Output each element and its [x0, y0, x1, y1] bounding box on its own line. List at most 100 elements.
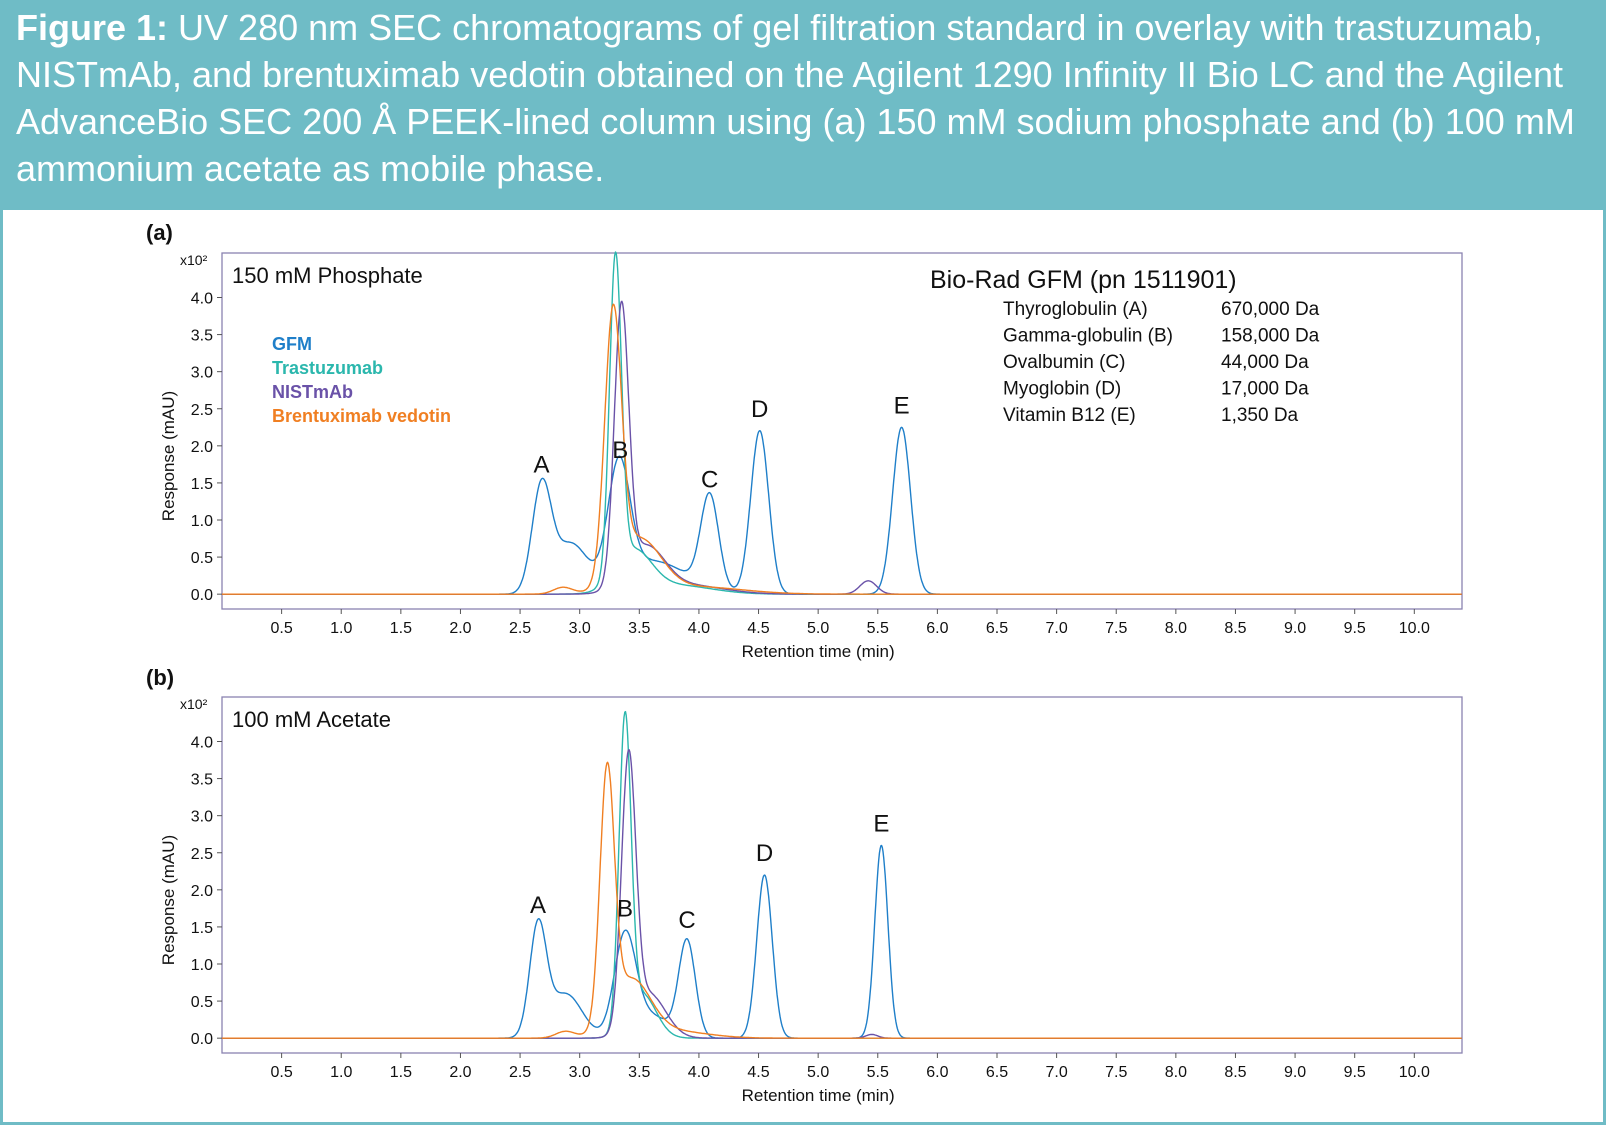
peak-label-b: B: [612, 437, 628, 464]
standards-table: Bio-Rad GFM (pn 1511901) Thyroglobulin (A…: [930, 266, 1320, 426]
x-axis-label: Retention time (min): [742, 642, 895, 661]
standard-mass: 158,000 Da: [1221, 326, 1320, 347]
x-tick-label: 1.5: [390, 1064, 412, 1081]
legend-item-gfm: GFM: [272, 334, 312, 354]
chart-panel-a: (a) x10² 0.0 0.5 1.0 1.5 2.0 2.5 3.0 3.5 4.0 0.5 1.0…: [146, 220, 1463, 661]
series-line-trastuzumab: [222, 710, 1462, 1039]
standard-mass: 17,000 Da: [1221, 379, 1309, 400]
x-tick-label: 7.0: [1045, 1064, 1067, 1081]
y-multiplier: x10²: [180, 696, 208, 712]
x-tick-label: 3.0: [569, 1064, 591, 1081]
chart-panel-b: (b) x10² 0.0 0.5 1.0 1.5 2.0 2.5 3.0 3.5 4.0 0.5 1.0…: [146, 665, 1463, 1105]
y-axis-label: Response (mAU): [159, 835, 178, 965]
x-tick-label: 7.0: [1045, 620, 1067, 637]
y-tick-label: 2.5: [191, 402, 213, 419]
x-tick-label: 4.5: [747, 620, 769, 637]
peak-label-e: E: [873, 810, 889, 837]
x-tick-label: 4.0: [688, 1064, 710, 1081]
y-tick-label: 4.0: [191, 735, 213, 752]
y-tick-label: 2.0: [191, 439, 213, 456]
x-tick-label: 8.0: [1165, 620, 1187, 637]
panel-label: (a): [146, 220, 173, 245]
x-tick-label: 2.0: [449, 1064, 471, 1081]
panel-label: (b): [146, 665, 174, 690]
x-axis-label: Retention time (min): [742, 1086, 895, 1105]
y-tick-label: 4.0: [191, 291, 213, 308]
y-tick-label: 2.5: [191, 846, 213, 863]
y-tick-label: 3.0: [191, 365, 213, 382]
y-tick-label: 3.5: [191, 328, 213, 345]
y-tick-label: 1.0: [191, 957, 213, 974]
y-tick-label: 1.0: [191, 513, 213, 530]
x-tick-label: 8.5: [1224, 1064, 1246, 1081]
x-tick-label: 1.5: [390, 620, 412, 637]
standard-name: Gamma-globulin (B): [1003, 326, 1173, 347]
figure-caption: Figure 1: UV 280 nm SEC chromatograms of…: [16, 4, 1586, 192]
x-tick-label: 6.0: [926, 1064, 948, 1081]
x-tick-label: 2.5: [509, 1064, 531, 1081]
plot-area: [221, 696, 1463, 1054]
x-tick-label: 6.0: [926, 620, 948, 637]
series-line-brentuximab-vedotin: [222, 303, 1462, 595]
y-tick-label: 0.0: [191, 587, 213, 604]
legend-item-brentuximab-vedotin: Brentuximab vedotin: [272, 406, 451, 426]
x-tick-label: 5.5: [867, 1064, 889, 1081]
series-line-brentuximab-vedotin: [222, 761, 1462, 1039]
x-tick-label: 5.0: [807, 620, 829, 637]
x-tick-label: 1.0: [330, 1064, 352, 1081]
x-tick-label: 7.5: [1105, 1064, 1127, 1081]
peak-label-a: A: [534, 452, 550, 479]
x-tick-label: 4.5: [747, 1064, 769, 1081]
x-tick-label: 4.0: [688, 620, 710, 637]
condition-label: 150 mM Phosphate: [232, 263, 423, 288]
x-tick-label: 9.0: [1284, 620, 1306, 637]
x-tick-label: 10.0: [1399, 1064, 1430, 1081]
y-tick-label: 1.5: [191, 920, 213, 937]
y-multiplier: x10²: [180, 252, 208, 268]
peak-label-c: C: [701, 466, 718, 493]
x-tick-label: 8.5: [1224, 620, 1246, 637]
peak-label-d: D: [751, 396, 768, 423]
series-line-gfm: [222, 844, 1462, 1039]
standards-title: Bio-Rad GFM (pn 1511901): [930, 266, 1237, 294]
peak-label-e: E: [894, 392, 910, 419]
x-tick-label: 3.0: [569, 620, 591, 637]
x-tick-label: 6.5: [986, 1064, 1008, 1081]
legend-item-nistmab: NISTmAb: [272, 382, 353, 402]
standard-name: Ovalbumin (C): [1003, 352, 1125, 373]
y-tick-label: 0.0: [191, 1031, 213, 1048]
x-tick-label: 1.0: [330, 620, 352, 637]
standard-mass: 670,000 Da: [1221, 299, 1320, 320]
x-tick-label: 2.0: [449, 620, 471, 637]
x-tick-label: 3.5: [628, 1064, 650, 1081]
x-tick-label: 8.0: [1165, 1064, 1187, 1081]
x-tick-label: 10.0: [1399, 620, 1430, 637]
x-tick-label: 7.5: [1105, 620, 1127, 637]
y-tick-label: 2.0: [191, 883, 213, 900]
x-tick-label: 3.5: [628, 620, 650, 637]
standard-name: Vitamin B12 (E): [1003, 405, 1136, 426]
caption-header: Figure 1: UV 280 nm SEC chromatograms of…: [0, 0, 1606, 210]
y-tick-label: 3.5: [191, 772, 213, 789]
standard-name: Myoglobin (D): [1003, 379, 1121, 400]
x-tick-label: 6.5: [986, 620, 1008, 637]
standard-name: Thyroglobulin (A): [1003, 299, 1148, 320]
x-tick-label: 0.5: [270, 1064, 292, 1081]
peak-label-b: B: [617, 896, 633, 923]
y-axis-label: Response (mAU): [159, 391, 178, 521]
x-tick-label: 0.5: [270, 620, 292, 637]
x-tick-label: 9.5: [1344, 1064, 1366, 1081]
standard-mass: 44,000 Da: [1221, 352, 1309, 373]
series-line-gfm: [222, 426, 1462, 595]
x-tick-label: 9.0: [1284, 1064, 1306, 1081]
y-tick-label: 0.5: [191, 994, 213, 1011]
y-tick-label: 0.5: [191, 550, 213, 567]
x-tick-label: 9.5: [1344, 620, 1366, 637]
series-line-nistmab: [222, 749, 1462, 1039]
peak-label-a: A: [530, 892, 546, 919]
legend-item-trastuzumab: Trastuzumab: [272, 358, 383, 378]
x-tick-label: 5.0: [807, 1064, 829, 1081]
x-tick-label: 5.5: [867, 620, 889, 637]
figure-label: Figure 1:: [16, 7, 169, 48]
